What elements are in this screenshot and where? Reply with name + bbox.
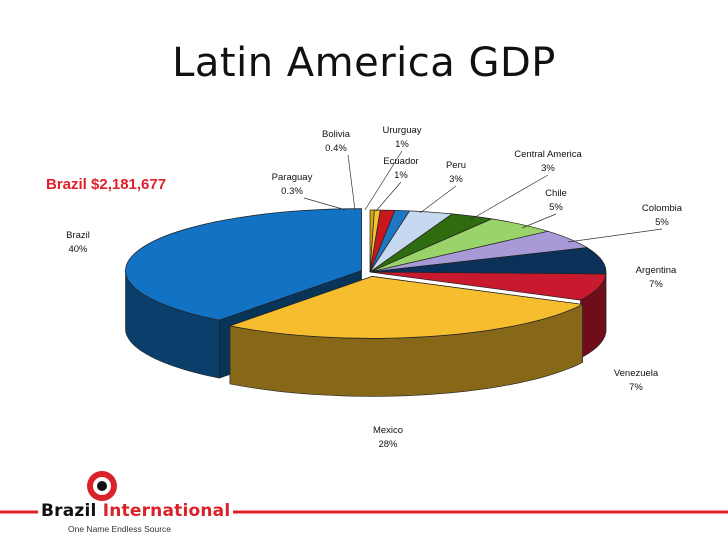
slice-label-ururguay: Ururguay [382,125,421,136]
leader-line-peru [419,185,457,214]
leader-line-ecuador [375,181,402,212]
slice-label-ecuador: Ecuador [383,156,418,167]
leader-line-chile [521,213,557,229]
slice-label-argentina: Argentina [636,265,677,276]
slice-label-central-america: Central America [514,149,582,160]
slice-pct-ecuador: 1% [394,170,408,181]
pie-slice-venezuela [369,271,607,301]
pie-slice-brazil [125,208,362,321]
slice-label-peru: Peru [446,160,466,171]
slice-pct-venezuela: 7% [629,382,643,393]
leader-line-ururguay [364,150,403,211]
slice-label-chile: Chile [545,188,567,199]
leader-line-paraguay [303,197,347,211]
pie-slice-mexico [228,276,584,339]
slice-pct-peru: 3% [449,174,463,185]
slice-pct-brazil: 40% [68,244,88,255]
pie-label-layer: Paraguay 0.3% Bolivia 0.4% Ururguay 1% Ecuador… [66,125,683,450]
slice-pct-central-america: 3% [541,163,555,174]
slice-pct-ururguay: 1% [395,139,409,150]
slide-title: Latin America GDP [172,40,556,86]
slice-pct-paraguay: 0.3% [281,186,303,197]
slice-pct-mexico: 28% [378,439,398,450]
slice-label-brazil: Brazil [66,230,90,241]
slice-pct-colombia: 5% [655,217,669,228]
slice-label-bolivia: Bolivia [322,129,351,140]
leader-line-central-america [469,174,549,221]
slice-pct-bolivia: 0.4% [325,143,347,154]
brand-logo-icon [87,471,117,501]
leader-line-colombia [567,228,663,243]
pie-top-layer [125,208,607,339]
brand-tagline: One Name Endless Source [68,524,171,534]
slice-pct-chile: 5% [549,202,563,213]
slice-label-paraguay: Paraguay [272,172,313,183]
brazil-gdp-callout: Brazil $2,181,677 [46,176,167,193]
slice-label-mexico: Mexico [373,425,403,436]
slice-label-venezuela: Venezuela [614,368,659,379]
leader-line-bolivia [347,154,356,211]
slice-label-colombia: Colombia [642,203,683,214]
pie-slice-argentina [369,247,607,275]
brand-logo-text: Brazil International [38,501,234,521]
slice-pct-argentina: 7% [649,279,663,290]
